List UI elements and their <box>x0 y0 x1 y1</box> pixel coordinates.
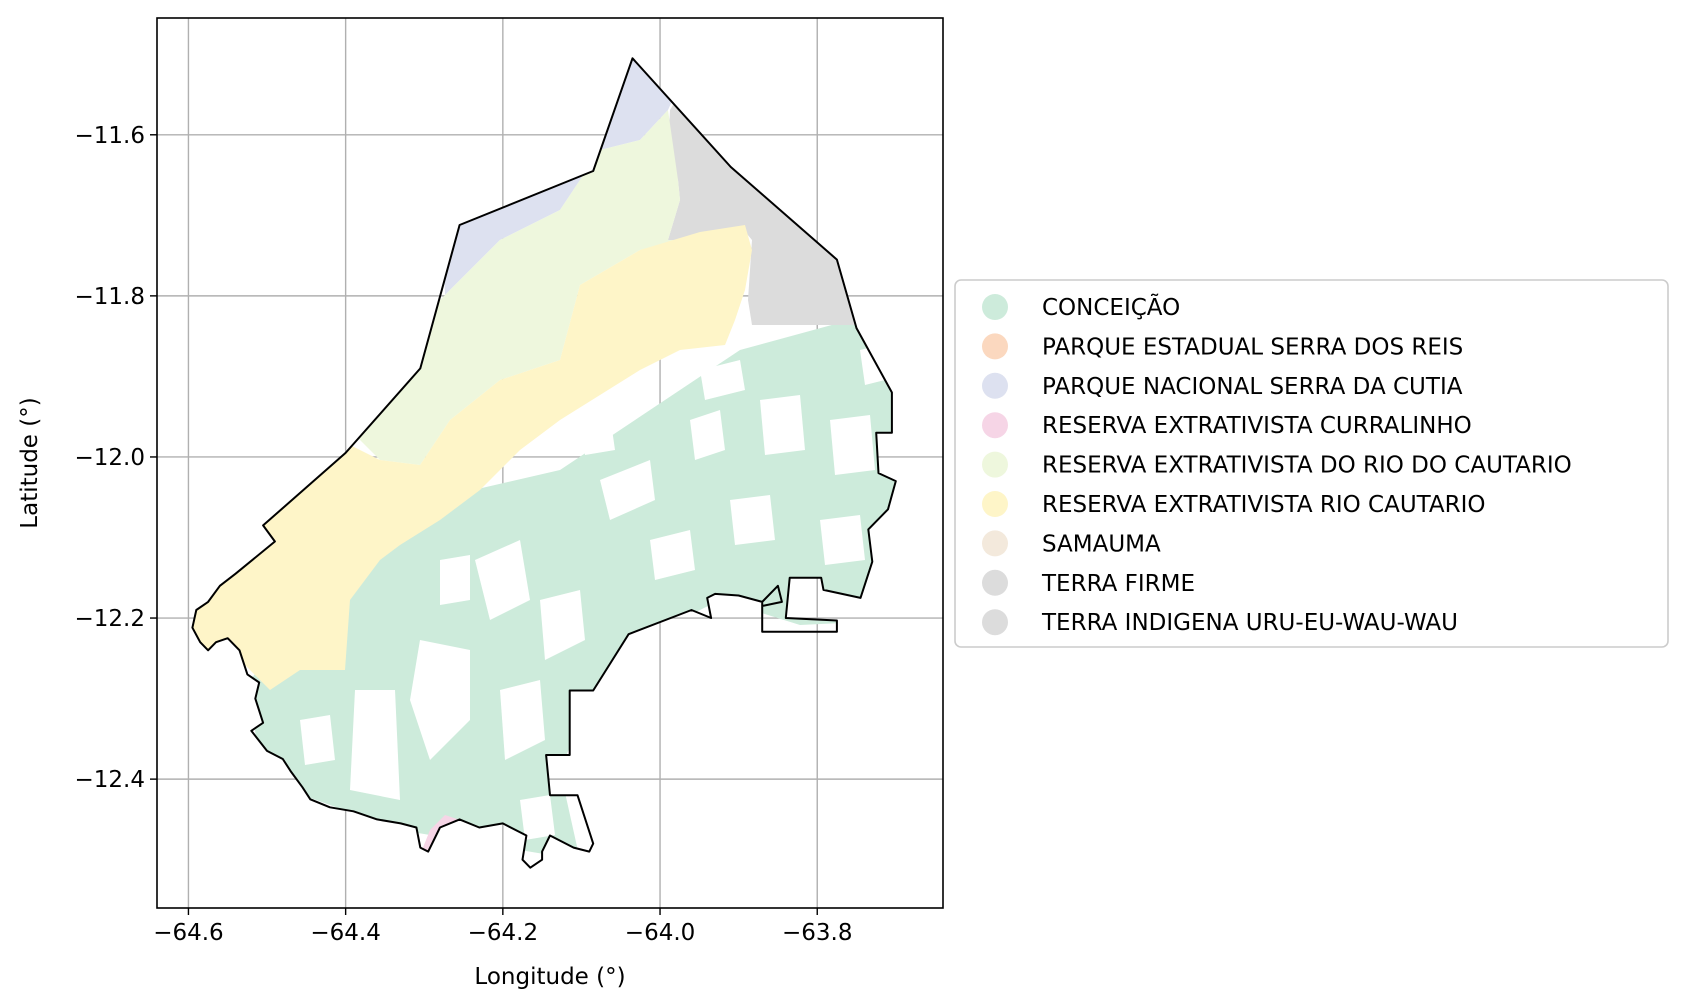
x-tick-label: −64.0 <box>625 920 695 946</box>
y-axis-ticks: −11.6 −11.8 −12.0 −12.2 −12.4 <box>75 123 157 793</box>
legend-label: PARQUE NACIONAL SERRA DA CUTIA <box>1042 374 1463 400</box>
axes-frame <box>156 17 944 909</box>
legend-label: CONCEIÇÃO <box>1042 293 1180 321</box>
legend-marker <box>982 609 1008 636</box>
x-tick-label: −64.4 <box>310 920 380 946</box>
legend-label: RESERVA EXTRATIVISTA RIO CAUTARIO <box>1042 492 1486 518</box>
legend-label: RESERVA EXTRATIVISTA DO RIO DO CAUTARIO <box>1042 453 1572 479</box>
y-tick-label: −11.6 <box>75 123 145 149</box>
legend: CONCEIÇÃO PARQUE ESTADUAL SERRA DOS REIS P… <box>954 279 1669 648</box>
region-resex-rio-cautario <box>192 225 752 690</box>
legend-marker <box>982 451 1008 478</box>
legend-marker <box>982 333 1008 360</box>
legend-label: TERRA FIRME <box>1041 571 1195 597</box>
legend-marker <box>982 412 1008 439</box>
x-tick-label: −64.2 <box>468 920 538 946</box>
legend-label: TERRA INDIGENA URU-EU-WAU-WAU <box>1041 610 1458 636</box>
legend-label: PARQUE ESTADUAL SERRA DOS REIS <box>1042 334 1463 360</box>
x-tick-label: −64.6 <box>153 920 223 946</box>
legend-marker <box>982 491 1008 517</box>
legend-label: SAMAUMA <box>1042 531 1161 557</box>
x-axis-ticks: −64.6 −64.4 −64.2 −64.0 −63.8 <box>153 908 852 946</box>
y-tick-label: −12.0 <box>75 445 145 471</box>
y-tick-label: −11.8 <box>75 284 145 310</box>
legend-box <box>954 279 1669 648</box>
legend-marker <box>982 372 1008 399</box>
y-tick-label: −12.4 <box>75 767 145 793</box>
x-axis-label: Longitude (°) <box>474 964 625 990</box>
legend-marker <box>982 569 1008 596</box>
y-axis-label: Latitude (°) <box>17 397 43 528</box>
municipality-boundary <box>191 57 897 869</box>
legend-marker <box>982 530 1008 557</box>
legend-marker <box>982 294 1008 320</box>
x-tick-label: −63.8 <box>782 920 852 946</box>
conceicao-gaps <box>300 345 885 840</box>
y-tick-label: −12.2 <box>75 606 145 632</box>
legend-label: RESERVA EXTRATIVISTA CURRALINHO <box>1042 413 1472 439</box>
